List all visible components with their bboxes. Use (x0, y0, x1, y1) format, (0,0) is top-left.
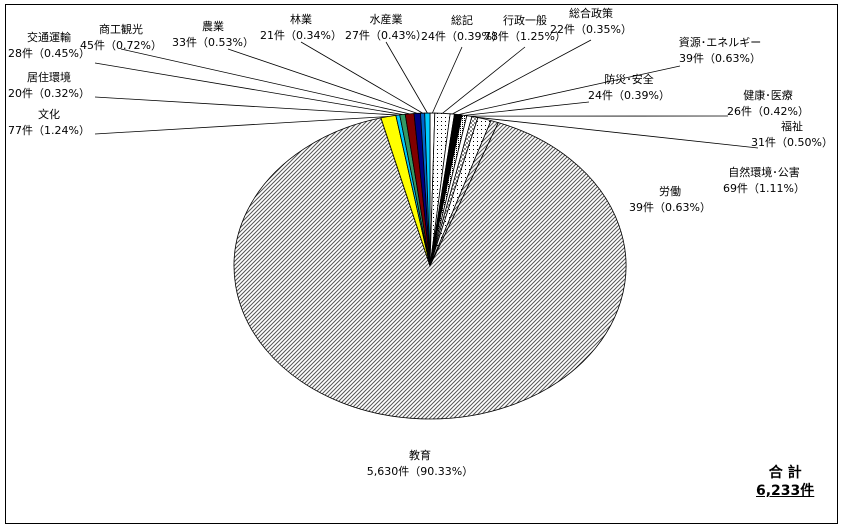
slice-name: 商工観光 (99, 22, 143, 36)
slice-label-6: 健康･医療 26件（0.42%） (727, 88, 809, 118)
slice-value: 77件（1.24%） (8, 124, 90, 137)
leader-line-16 (300, 41, 423, 114)
leader-line-12 (94, 96, 398, 116)
leader-line-14 (120, 48, 410, 115)
slice-label-13: 交通運輸 28件（0.45%） (8, 30, 90, 60)
slice-name: 水産業 (370, 13, 403, 26)
slice-name: 総記 (451, 13, 473, 27)
slice-name: 福祉 (781, 119, 803, 133)
slice-label-5: 防災･安全 24件（0.39%） (588, 72, 670, 102)
slice-label-3: 総合政策 22件（0.35%） (550, 6, 632, 36)
slice-name: 総合政策 (569, 6, 613, 20)
leader-line-1 (432, 46, 463, 114)
leader-line-15 (227, 48, 418, 114)
leader-line-17 (385, 41, 428, 114)
slice-label-11: 文化 77件（1.24%） (8, 107, 90, 137)
slice-value: 39件（0.63%） (679, 52, 761, 65)
slice-name: 文化 (38, 107, 60, 121)
slice-name: 農業 (202, 19, 224, 33)
slice-name: 教育 (409, 448, 431, 462)
slice-name: 労働 (659, 184, 681, 198)
slice-label-1: 総記 24件（0.39%） (421, 13, 503, 43)
slice-name: 林業 (290, 12, 312, 26)
pie-slice-10 (233, 117, 627, 420)
slice-name: 自然環境･公害 (728, 165, 800, 179)
total-value: 6,233件 (756, 483, 815, 499)
slice-label-9: 労働 39件（0.63%） (629, 184, 711, 214)
slice-name: 交通運輸 (27, 30, 71, 44)
slice-value: 31件（0.50%） (751, 136, 833, 149)
slice-label-15: 農業 33件（0.53%） (172, 19, 254, 49)
slice-value: 22件（0.35%） (550, 23, 632, 36)
slice-label-14: 商工観光 45件（0.72%） (80, 22, 162, 52)
slice-value: 33件（0.53%） (172, 36, 254, 49)
slice-label-16: 林業 21件（0.34%） (260, 12, 342, 42)
slice-label-7: 福祉 31件（0.50%） (751, 119, 833, 149)
slice-name: 行政一般 (503, 13, 547, 27)
chart-frame (5, 4, 838, 524)
slice-value: 69件（1.11%） (723, 182, 805, 195)
slice-name: 防災･安全 (604, 72, 654, 86)
leader-line-4 (458, 65, 681, 115)
slice-label-10: 教育 5,630件（90.33%） (367, 448, 473, 478)
leader-line-5 (464, 101, 590, 116)
slice-value: 24件（0.39%） (588, 89, 670, 102)
slice-label-4: 資源･エネルギー 39件（0.63%） (679, 35, 762, 65)
slice-name: 資源･エネルギー (679, 35, 762, 49)
slice-value: 5,630件（90.33%） (367, 465, 473, 478)
slice-label-2: 行政一般 78件（1.25%） (484, 13, 566, 43)
slice-value: 26件（0.42%） (727, 105, 809, 118)
slice-value: 28件（0.45%） (8, 47, 90, 60)
slice-value: 20件（0.32%） (8, 87, 90, 100)
slice-value: 45件（0.72%） (80, 39, 162, 52)
slice-label-8: 自然環境･公害 69件（1.11%） (723, 165, 805, 195)
leader-line-2 (442, 46, 526, 114)
slice-label-17: 水産業 27件（0.43%） (345, 13, 427, 42)
slice-value: 78件（1.25%） (484, 30, 566, 43)
slice-value: 21件（0.34%） (260, 29, 342, 42)
slice-value: 39件（0.63%） (629, 201, 711, 214)
total-box: 合 計 6,233件 (756, 464, 814, 500)
slice-label-12: 居住環境 20件（0.32%） (8, 70, 90, 100)
leader-line-7 (474, 116, 759, 149)
leader-line-13 (94, 62, 403, 115)
slice-value: 27件（0.43%） (345, 29, 427, 42)
total-label: 合 計 (768, 465, 802, 481)
slice-name: 健康･医療 (743, 88, 793, 102)
slice-name: 居住環境 (27, 70, 71, 84)
leader-line-11 (94, 116, 389, 135)
leader-line-3 (452, 39, 592, 115)
slice-value: 24件（0.39%） (421, 30, 503, 43)
pie-slice-17 (424, 112, 431, 267)
